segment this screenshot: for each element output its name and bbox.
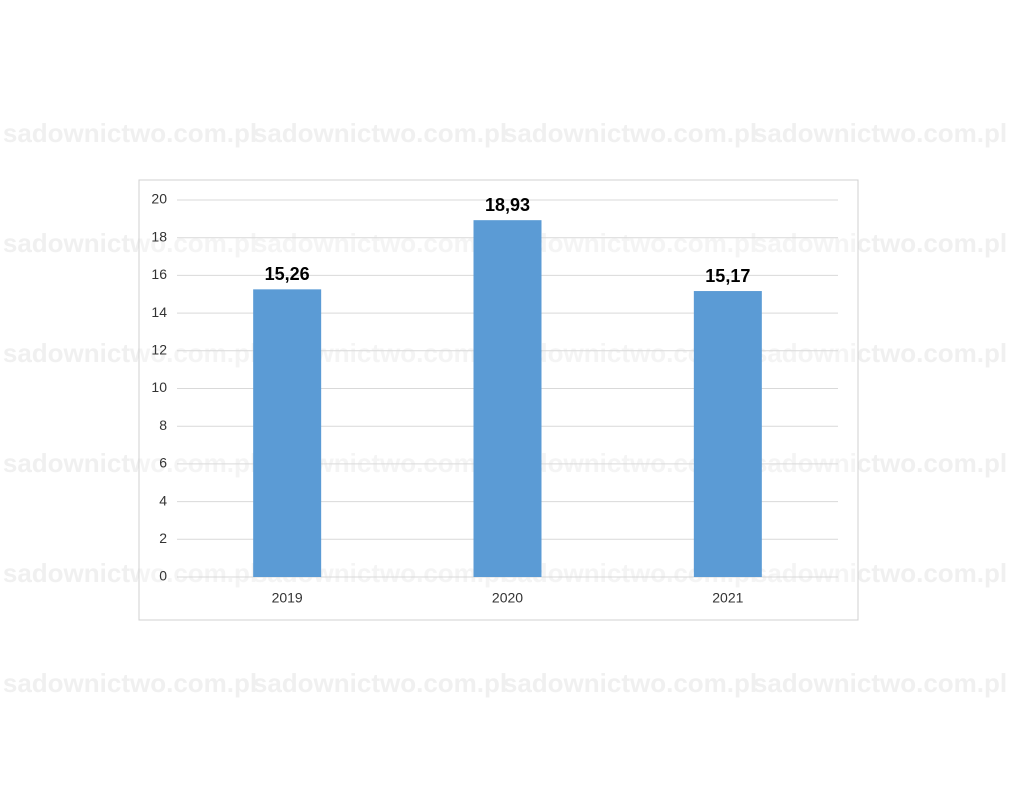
watermark: sadownictwo.com.pl xyxy=(753,668,1007,698)
y-tick-label: 20 xyxy=(151,191,167,207)
watermark: sadownictwo.com.pl xyxy=(753,448,1007,478)
watermark: sadownictwo.com.pl xyxy=(253,668,507,698)
watermark: sadownictwo.com.pl xyxy=(3,228,257,258)
bar xyxy=(693,291,762,577)
watermark: sadownictwo.com.pl xyxy=(503,668,757,698)
y-tick-label: 6 xyxy=(159,455,167,471)
watermark: sadownictwo.com.pl xyxy=(753,228,1007,258)
x-tick-label: 2019 xyxy=(272,590,303,606)
watermark: sadownictwo.com.pl xyxy=(3,668,257,698)
y-tick-label: 8 xyxy=(159,417,167,433)
value-label: 15,26 xyxy=(265,264,310,284)
watermark: sadownictwo.com.pl xyxy=(753,338,1007,368)
watermark: sadownictwo.com.pl xyxy=(3,558,257,588)
x-tick-label: 2020 xyxy=(492,590,523,606)
x-tick-label: 2021 xyxy=(712,590,743,606)
y-tick-label: 4 xyxy=(159,492,167,508)
watermark: sadownictwo.com.pl xyxy=(3,448,257,478)
watermark: sadownictwo.com.pl xyxy=(253,118,507,148)
watermark: sadownictwo.com.pl xyxy=(503,228,757,258)
watermark: sadownictwo.com.pl xyxy=(753,558,1007,588)
y-tick-label: 2 xyxy=(159,530,167,546)
watermark: sadownictwo.com.pl xyxy=(3,338,257,368)
watermark: sadownictwo.com.pl xyxy=(503,118,757,148)
watermark: sadownictwo.com.pl xyxy=(753,118,1007,148)
y-tick-label: 10 xyxy=(151,379,167,395)
y-tick-label: 16 xyxy=(151,266,167,282)
y-tick-label: 0 xyxy=(159,568,167,584)
y-tick-label: 12 xyxy=(151,342,167,358)
plot: 0 2 4 6 8 10 12 14 16 18 20 2019 15,26 2020 18,93 2021 1… xyxy=(151,191,838,606)
bar xyxy=(253,289,322,577)
y-tick-label: 14 xyxy=(151,304,167,320)
watermark: sadownictwo.com.pl xyxy=(253,228,507,258)
bar xyxy=(473,220,542,577)
y-tick-label: 18 xyxy=(151,228,167,244)
value-label: 15,17 xyxy=(705,266,750,286)
value-label: 18,93 xyxy=(485,195,530,215)
watermark: sadownictwo.com.pl xyxy=(3,118,257,148)
watermarks: sadownictwo.com.plsadownictwo.com.plsado… xyxy=(3,118,1007,698)
